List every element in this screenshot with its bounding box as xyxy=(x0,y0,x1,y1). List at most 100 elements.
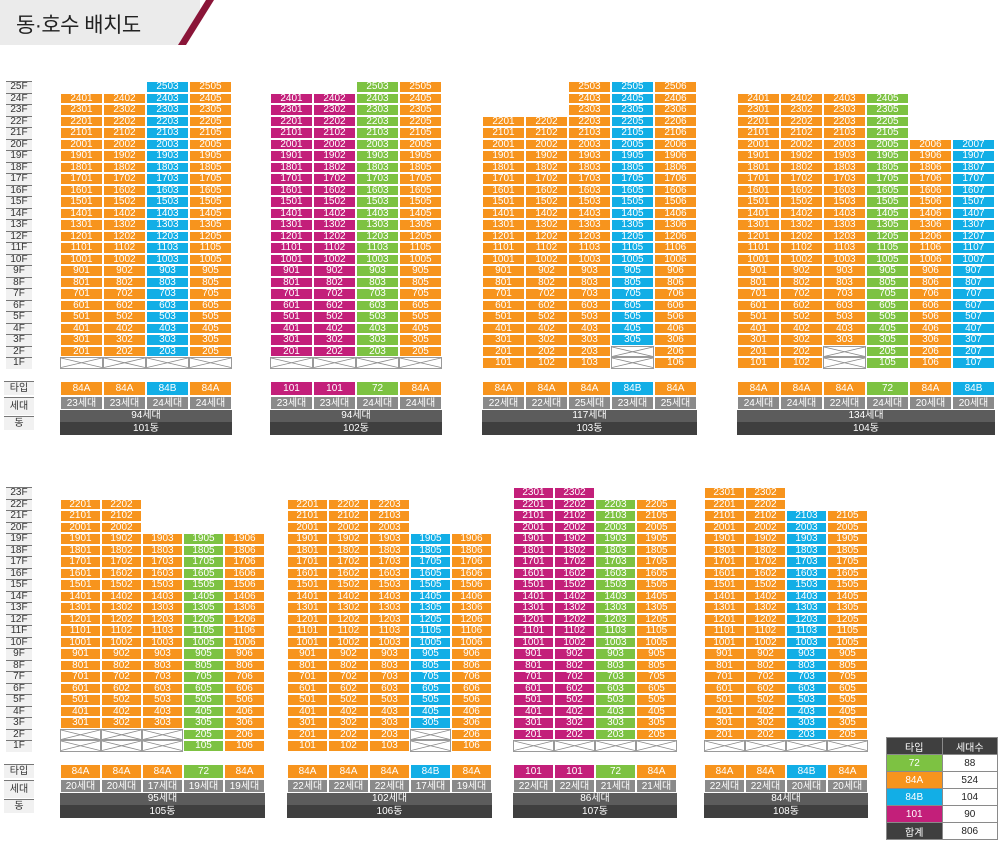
unit-cell[interactable]: 1803 xyxy=(369,544,410,556)
unit-cell[interactable]: 403 xyxy=(146,322,189,334)
unit-cell[interactable]: 106 xyxy=(654,357,697,369)
unit-cell[interactable]: 2202 xyxy=(554,498,595,510)
unit-cell[interactable]: 1203 xyxy=(595,613,636,625)
unit-cell[interactable]: 1206 xyxy=(224,613,265,625)
unit-cell[interactable]: 506 xyxy=(654,311,697,323)
unit-cell[interactable]: 1003 xyxy=(369,636,410,648)
unit-cell[interactable]: 2201 xyxy=(513,498,554,510)
unit-cell[interactable]: 1203 xyxy=(146,230,189,242)
unit-cell[interactable]: 2503 xyxy=(356,81,399,93)
unit-cell[interactable]: 2202 xyxy=(328,498,369,510)
unit-cell[interactable]: 1405 xyxy=(827,590,868,602)
unit-cell[interactable]: 301 xyxy=(60,334,103,346)
unit-cell[interactable]: 1001 xyxy=(482,253,525,265)
unit-cell[interactable]: 507 xyxy=(952,311,995,323)
unit-cell[interactable]: 101 xyxy=(287,740,328,752)
unit-cell[interactable]: 102 xyxy=(525,357,568,369)
unit-cell[interactable]: 905 xyxy=(399,265,442,277)
unit-cell[interactable]: 1903 xyxy=(568,150,611,162)
unit-cell[interactable]: 805 xyxy=(189,276,232,288)
unit-cell[interactable]: 1105 xyxy=(866,242,909,254)
unit-cell[interactable]: 2402 xyxy=(103,92,146,104)
unit-cell[interactable]: 1902 xyxy=(780,150,823,162)
unit-cell[interactable]: 1002 xyxy=(313,253,356,265)
unit-cell[interactable]: 306 xyxy=(224,717,265,729)
unit-cell[interactable]: 206 xyxy=(451,728,492,740)
unit-cell[interactable]: 1101 xyxy=(482,242,525,254)
unit-cell[interactable]: 1005 xyxy=(866,253,909,265)
unit-cell[interactable]: 1801 xyxy=(704,544,745,556)
unit-cell[interactable]: 502 xyxy=(554,694,595,706)
unit-cell[interactable]: 303 xyxy=(595,717,636,729)
unit-cell[interactable]: 302 xyxy=(101,717,142,729)
unit-cell[interactable]: 1803 xyxy=(146,161,189,173)
unit-cell[interactable]: 1403 xyxy=(142,590,183,602)
unit-cell[interactable]: 701 xyxy=(482,288,525,300)
unit-cell[interactable]: 1302 xyxy=(554,602,595,614)
unit-cell[interactable]: 803 xyxy=(369,659,410,671)
unit-cell[interactable]: 605 xyxy=(827,682,868,694)
unit-cell[interactable]: 603 xyxy=(823,299,866,311)
unit-cell[interactable]: 406 xyxy=(654,322,697,334)
unit-cell[interactable]: 405 xyxy=(189,322,232,334)
unit-cell[interactable]: 1202 xyxy=(554,613,595,625)
unit-cell[interactable]: 201 xyxy=(704,728,745,740)
unit-cell[interactable]: 1305 xyxy=(827,602,868,614)
unit-cell[interactable]: 1205 xyxy=(183,613,224,625)
unit-cell[interactable]: 1302 xyxy=(328,602,369,614)
unit-cell[interactable]: 1603 xyxy=(823,184,866,196)
unit-cell[interactable]: 1905 xyxy=(827,533,868,545)
unit-cell[interactable]: 1701 xyxy=(60,556,101,568)
unit-cell[interactable]: 1801 xyxy=(60,161,103,173)
unit-cell[interactable]: 1103 xyxy=(369,625,410,637)
unit-cell[interactable]: 1902 xyxy=(313,150,356,162)
unit-cell[interactable]: 1106 xyxy=(654,242,697,254)
unit-cell[interactable]: 2103 xyxy=(823,127,866,139)
unit-cell[interactable]: 2205 xyxy=(399,115,442,127)
unit-cell[interactable]: 1403 xyxy=(568,207,611,219)
unit-cell[interactable]: 1503 xyxy=(146,196,189,208)
unit-cell[interactable]: 2403 xyxy=(146,92,189,104)
unit-cell[interactable]: 903 xyxy=(146,265,189,277)
unit-cell[interactable]: 101 xyxy=(737,357,780,369)
unit-cell[interactable]: 2005 xyxy=(189,138,232,150)
unit-cell[interactable]: 1401 xyxy=(287,590,328,602)
unit-cell[interactable]: 902 xyxy=(101,648,142,660)
unit-cell[interactable]: 1503 xyxy=(142,579,183,591)
unit-cell[interactable]: 502 xyxy=(745,694,786,706)
unit-cell[interactable]: 1002 xyxy=(780,253,823,265)
unit-cell[interactable]: 1702 xyxy=(745,556,786,568)
unit-cell[interactable]: 1001 xyxy=(704,636,745,648)
unit-cell[interactable]: 1005 xyxy=(636,636,677,648)
unit-cell[interactable]: 502 xyxy=(328,694,369,706)
unit-cell[interactable]: 1105 xyxy=(611,242,654,254)
unit-cell[interactable]: 2101 xyxy=(270,127,313,139)
unit-cell[interactable]: 1502 xyxy=(554,579,595,591)
unit-cell[interactable]: 1502 xyxy=(745,579,786,591)
unit-cell[interactable]: 405 xyxy=(410,705,451,717)
unit-cell[interactable]: 1202 xyxy=(745,613,786,625)
unit-cell[interactable]: 2205 xyxy=(189,115,232,127)
unit-cell[interactable]: 2406 xyxy=(654,92,697,104)
unit-cell[interactable]: 1903 xyxy=(595,533,636,545)
unit-cell[interactable]: 1301 xyxy=(737,219,780,231)
unit-cell[interactable]: 702 xyxy=(525,288,568,300)
unit-cell[interactable]: 1303 xyxy=(823,219,866,231)
unit-cell[interactable]: 1705 xyxy=(636,556,677,568)
unit-cell[interactable]: 2005 xyxy=(399,138,442,150)
unit-cell[interactable]: 2203 xyxy=(146,115,189,127)
unit-cell[interactable]: 701 xyxy=(60,288,103,300)
unit-cell[interactable]: 506 xyxy=(224,694,265,706)
unit-cell[interactable]: 403 xyxy=(595,705,636,717)
unit-cell[interactable]: 305 xyxy=(866,334,909,346)
unit-cell[interactable]: 1007 xyxy=(952,253,995,265)
unit-cell[interactable]: 1001 xyxy=(287,636,328,648)
unit-cell[interactable]: 2305 xyxy=(189,104,232,116)
unit-cell[interactable]: 301 xyxy=(60,717,101,729)
unit-cell[interactable]: 703 xyxy=(356,288,399,300)
unit-cell[interactable]: 1502 xyxy=(328,579,369,591)
unit-cell[interactable]: 2102 xyxy=(313,127,356,139)
unit-cell[interactable]: 1303 xyxy=(146,219,189,231)
unit-cell[interactable]: 1401 xyxy=(513,590,554,602)
unit-cell[interactable]: 1503 xyxy=(823,196,866,208)
